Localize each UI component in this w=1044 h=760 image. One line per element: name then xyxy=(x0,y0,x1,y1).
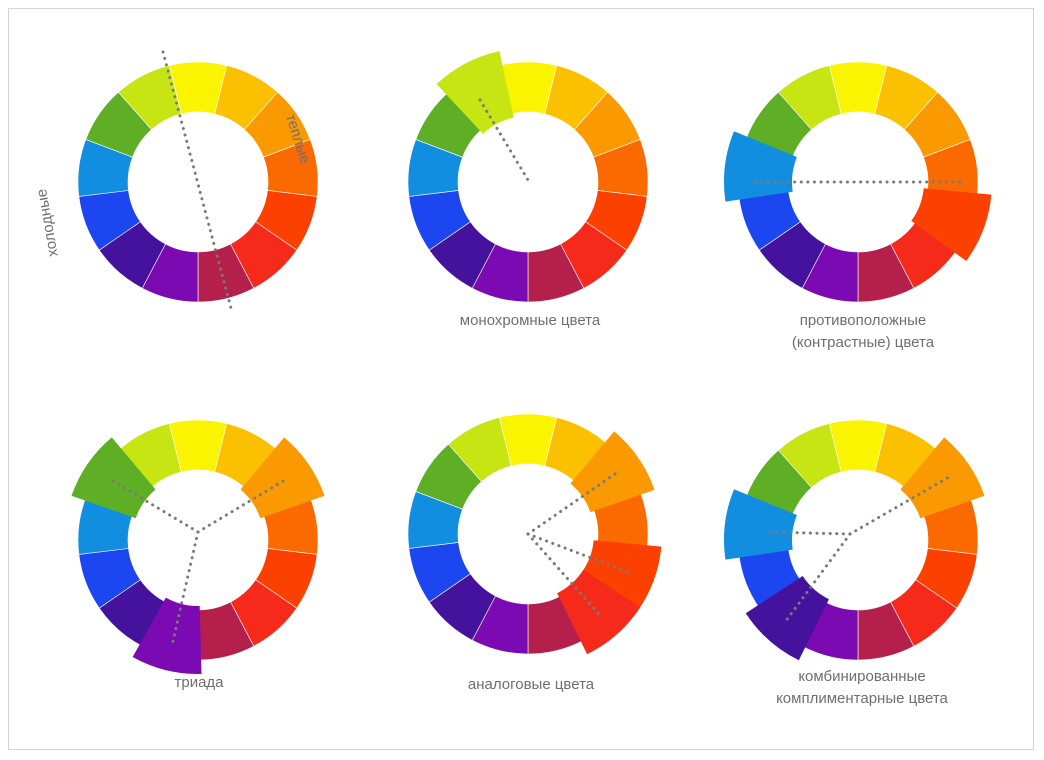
highlighted-segment xyxy=(71,437,156,519)
split-pointer xyxy=(848,474,952,536)
caption-line: триада xyxy=(174,674,224,691)
highlighted-segment xyxy=(581,540,662,613)
highlighted-segment xyxy=(724,489,797,560)
highlighted-segment xyxy=(723,131,797,202)
highlighted-segment xyxy=(570,431,655,513)
wheel-complementary xyxy=(723,61,992,303)
caption-line: монохромные цвета xyxy=(459,312,601,329)
wheel-temperature xyxy=(77,50,319,314)
warm-cold-divider xyxy=(161,50,234,314)
triad-pointer xyxy=(109,478,200,534)
caption-line: (контрастные) цвета xyxy=(791,334,935,351)
wheel-segment xyxy=(778,65,842,131)
wheel-triad xyxy=(71,419,325,674)
caption-split-complementary: комбинированные комплиментарные цвета xyxy=(732,666,992,710)
wheel-monochrome xyxy=(407,51,649,303)
split-pointer xyxy=(782,532,852,626)
caption-line: противоположные xyxy=(799,312,927,329)
caption-triad: триада xyxy=(69,672,329,694)
caption-analogous: аналоговые цвета xyxy=(401,674,661,696)
caption-monochrome: монохромные цвета xyxy=(400,310,660,332)
analogous-pointer xyxy=(526,470,621,536)
caption-line: комбинированные xyxy=(798,668,926,685)
triad-pointer xyxy=(171,530,200,645)
highlighted-segment xyxy=(132,597,202,674)
split-pointer xyxy=(764,530,852,536)
wheel-segment xyxy=(778,423,842,489)
highlighted-segment xyxy=(911,188,992,261)
highlighted-segment xyxy=(436,51,514,134)
analogous-pointer xyxy=(526,532,603,618)
highlighted-segment xyxy=(900,437,985,519)
highlighted-segment xyxy=(240,437,325,519)
wheel-analogous xyxy=(407,413,662,655)
monochrome-pointer xyxy=(478,98,530,182)
wheel-segment xyxy=(118,423,182,489)
caption-complementary: противоположные (контрастные) цвета xyxy=(733,310,993,354)
caption-line: комплиментарные цвета xyxy=(776,690,948,707)
wheel-segment xyxy=(118,65,182,131)
wheel-split-complementary xyxy=(724,419,985,661)
analogous-pointer xyxy=(526,532,633,575)
wheel-segment xyxy=(448,417,512,483)
triad-pointer xyxy=(196,478,287,534)
caption-line: аналоговые цвета xyxy=(467,676,595,693)
